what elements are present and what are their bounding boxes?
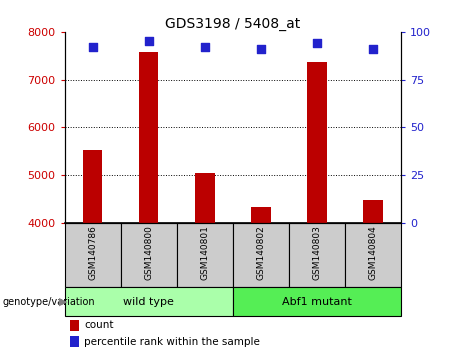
Title: GDS3198 / 5408_at: GDS3198 / 5408_at [165, 17, 301, 31]
Text: wild type: wild type [123, 297, 174, 307]
Bar [233, 287, 401, 316]
Text: genotype/variation: genotype/variation [2, 297, 95, 307]
Bar [177, 223, 233, 287]
Bar [307, 62, 327, 223]
Bar [83, 150, 102, 223]
Bar [70, 336, 79, 347]
Text: GSM140804: GSM140804 [368, 225, 378, 280]
Bar [233, 223, 289, 287]
Bar [121, 223, 177, 287]
Text: GSM140801: GSM140801 [200, 225, 209, 280]
Text: count: count [84, 320, 113, 330]
Point [145, 39, 152, 44]
Bar [345, 223, 401, 287]
Bar [363, 200, 383, 223]
Point [201, 44, 208, 50]
Text: percentile rank within the sample: percentile rank within the sample [84, 337, 260, 347]
Bar [289, 223, 345, 287]
Text: GSM140800: GSM140800 [144, 225, 153, 280]
Bar [251, 207, 271, 223]
Text: Abf1 mutant: Abf1 mutant [282, 297, 352, 307]
Point [257, 46, 265, 52]
Bar [65, 223, 121, 287]
Point [313, 40, 321, 46]
Point [369, 46, 377, 52]
Bar [139, 52, 159, 223]
Text: GSM140802: GSM140802 [256, 225, 266, 280]
Bar [195, 173, 214, 223]
Bar [70, 320, 79, 331]
Text: ▶: ▶ [59, 297, 67, 307]
Text: GSM140803: GSM140803 [313, 225, 321, 280]
Bar [65, 287, 233, 316]
Point [89, 44, 96, 50]
Text: GSM140786: GSM140786 [88, 225, 97, 280]
